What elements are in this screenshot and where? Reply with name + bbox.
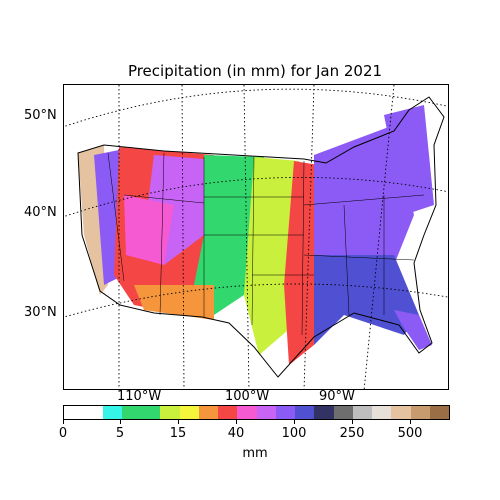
central-transition-region — [284, 161, 319, 365]
colorbar-swatch — [237, 406, 257, 419]
cbar-tickmark — [63, 420, 64, 424]
colorbar-swatch — [333, 406, 353, 419]
cbar-tickmark — [120, 420, 121, 424]
colorbar-swatch — [352, 406, 372, 419]
colorbar-swatch — [179, 406, 199, 419]
cbar-tickmark — [410, 420, 411, 424]
southwest-region — [134, 285, 214, 320]
colorbar-unit-label: mm — [242, 446, 268, 461]
graticule — [64, 85, 448, 389]
colorbar-swatch — [314, 406, 334, 419]
colorbar-swatch — [410, 406, 430, 419]
colorbar-swatch — [102, 406, 122, 419]
map-canvas — [64, 85, 448, 389]
colorbar-swatch — [372, 406, 392, 419]
lon-label-90: 90°W — [319, 389, 355, 404]
plains-transition-region — [244, 157, 299, 355]
colorbar-swatch — [121, 406, 141, 419]
cbar-tickmark — [236, 420, 237, 424]
lat-label-30: 30°N — [24, 305, 57, 320]
cbar-tickmark — [352, 420, 353, 424]
southeast-region — [314, 255, 419, 345]
colorbar-swatch — [391, 406, 411, 419]
lat-label-40: 40°N — [24, 205, 57, 220]
colorbar-swatch — [275, 406, 295, 419]
colorbar — [63, 405, 450, 420]
cbar-tick-15: 15 — [169, 426, 187, 441]
state-lines — [107, 152, 425, 336]
colorbar-swatch — [198, 406, 218, 419]
cbar-tick-500: 500 — [397, 426, 423, 441]
map-title: Precipitation (in mm) for Jan 2021 — [127, 62, 383, 80]
midwest-wet-region — [314, 125, 414, 285]
lon-label-110: 110°W — [117, 389, 162, 404]
colorbar-swatch — [295, 406, 315, 419]
precip-fill — [78, 105, 434, 365]
colorbar-swatch — [160, 406, 180, 419]
colorbar-swatch — [256, 406, 276, 419]
lat-label-50: 50°N — [24, 108, 57, 123]
precipitation-map — [63, 84, 449, 390]
florida-region — [394, 310, 432, 350]
colorbar-swatch — [429, 406, 449, 419]
cbar-tick-100: 100 — [281, 426, 307, 441]
us-outline — [77, 96, 445, 378]
colorbar-swatch — [83, 406, 103, 419]
cbar-tickmark — [178, 420, 179, 424]
colorbar-swatch — [218, 406, 238, 419]
cbar-tick-250: 250 — [339, 426, 365, 441]
cbar-tickmark — [294, 420, 295, 424]
lon-label-100: 100°W — [225, 389, 270, 404]
colorbar-swatch — [64, 406, 84, 419]
cbar-tick-5: 5 — [115, 426, 125, 441]
colorbar-swatch — [141, 406, 161, 419]
cbar-tick-0: 0 — [58, 426, 68, 441]
cbar-tick-40: 40 — [227, 426, 245, 441]
